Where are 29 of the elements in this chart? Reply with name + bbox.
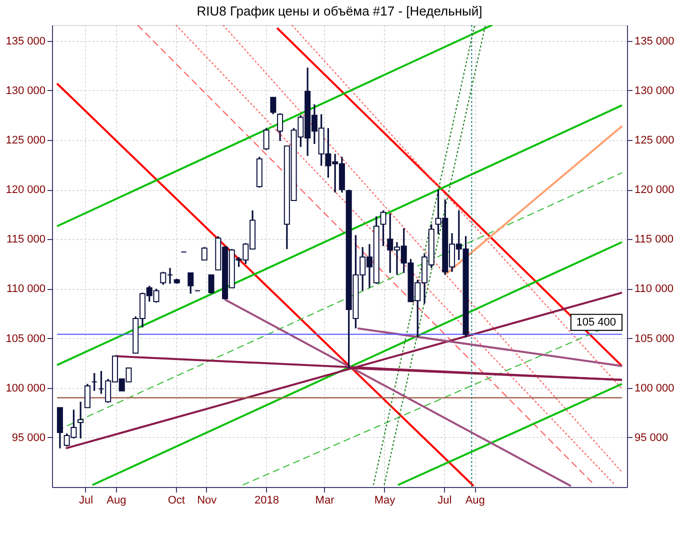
y2-tick-label: 115 000 (634, 234, 674, 246)
x-tick-label: Jul (78, 494, 94, 506)
y-tick-label: 100 000 (6, 382, 46, 394)
x-tick-label: May (374, 494, 396, 506)
x-tick-label: Aug (106, 494, 126, 506)
ref-line-label: 105 400 (576, 316, 616, 328)
y-tick-label: 130 000 (6, 84, 46, 97)
y-tick-label: 110 000 (6, 283, 46, 296)
x-tick-label: Nov (197, 494, 218, 506)
y2-tick-label: 105 000 (634, 332, 674, 345)
y-tick-label: 120 000 (6, 184, 46, 196)
y2-tick-label: 95 000 (634, 432, 668, 444)
y-tick-label: 95 000 (12, 432, 46, 444)
x-tick-label: Jul (438, 494, 452, 506)
y-tick-label: 135 000 (6, 35, 46, 48)
y-tick-label: 105 000 (6, 332, 46, 345)
x-tick-label: 2018 (254, 494, 280, 506)
y2-tick-label: 100 000 (634, 382, 674, 394)
y-tick-label: 115 000 (6, 234, 46, 246)
y2-tick-label: 130 000 (634, 84, 674, 97)
y2-tick-label: 120 000 (634, 184, 674, 196)
chart-title: RIU8 График цены и объёма #17 - [Недельный] (196, 3, 482, 18)
y2-tick-label: 110 000 (634, 283, 674, 296)
y2-tick-label: 125 000 (634, 134, 674, 147)
y-tick-label: 125 000 (6, 134, 46, 147)
y2-tick-label: 135 000 (634, 35, 674, 48)
x-tick-label: Oct (168, 494, 185, 506)
x-tick-label: Aug (465, 494, 485, 506)
x-tick-label: Mar (315, 494, 335, 506)
